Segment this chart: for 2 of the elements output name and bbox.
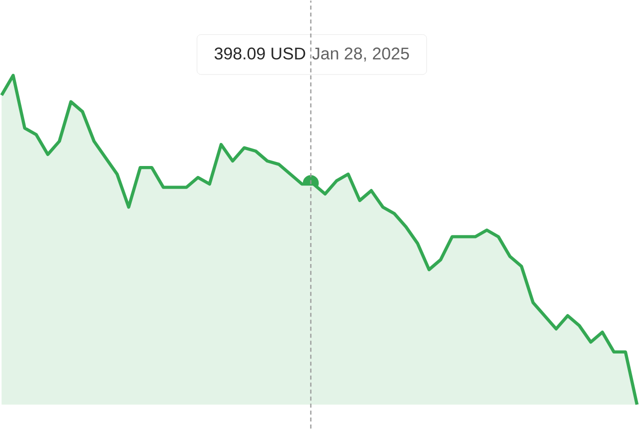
- text: 398.09 USD: [214, 47, 306, 60]
- text: Jan 28, 2025: [312, 47, 409, 62]
